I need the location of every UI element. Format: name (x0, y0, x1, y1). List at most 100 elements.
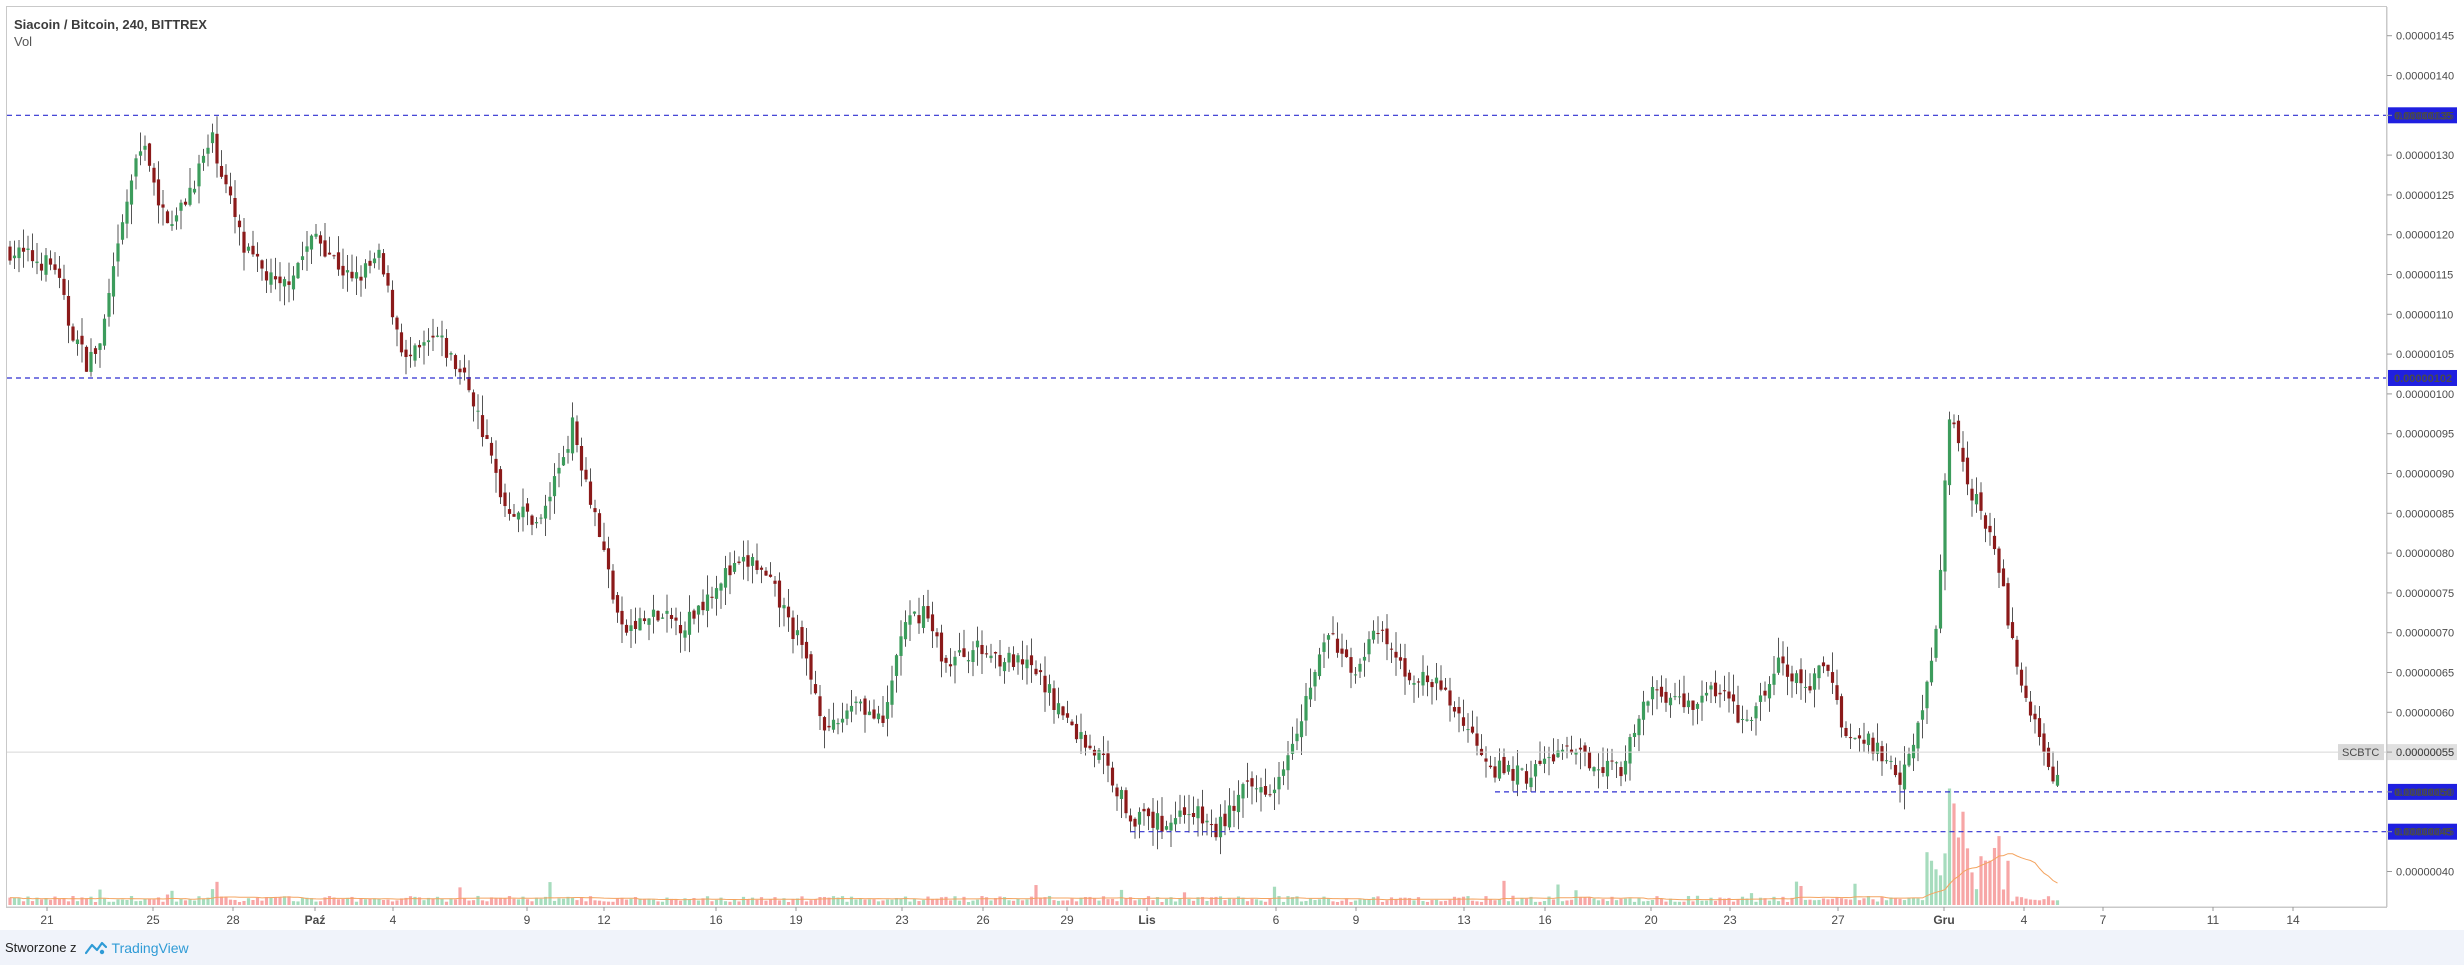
candle-body (2010, 622, 2015, 639)
volume-bar (701, 898, 705, 905)
candle-body (831, 719, 836, 730)
candle-body (390, 289, 395, 318)
candle-body (1722, 690, 1727, 692)
volume-bar (836, 897, 840, 905)
candle-body (1821, 662, 1826, 667)
volume-bar (1776, 901, 1781, 905)
candle-body (1619, 767, 1623, 777)
volume-bar (1659, 898, 1664, 905)
volume-bar (1569, 899, 1574, 905)
volume-bar (1925, 852, 1929, 905)
candle-body (444, 337, 449, 358)
volume-bar (255, 897, 260, 905)
volume-bar (651, 899, 656, 905)
candle-body (1304, 696, 1308, 721)
candle-body (1848, 737, 1853, 739)
volume-bar (44, 898, 48, 905)
volume-bar (26, 896, 30, 905)
volume-bar (1889, 897, 1893, 905)
candle-body (633, 620, 638, 629)
volume-bar (1488, 899, 1493, 905)
volume-bar (323, 897, 327, 905)
volume-bar (1065, 900, 1070, 905)
volume-bar (863, 899, 867, 905)
candle-body (1943, 480, 1947, 572)
candle-body (48, 258, 53, 265)
price-tick-label: 0.00000075 (2396, 588, 2454, 600)
candle-body (480, 415, 485, 438)
candle-body (2046, 747, 2051, 767)
candle-body (1812, 673, 1817, 690)
volume-bar (165, 894, 170, 905)
candle-body (449, 353, 453, 355)
time-tick-label: 29 (1060, 913, 1074, 927)
candle-body (849, 705, 854, 712)
candle-body (237, 220, 242, 228)
volume-bar (1232, 898, 1236, 905)
volume-bar (1178, 898, 1182, 905)
volume-bar (795, 898, 800, 905)
candle-body (575, 421, 579, 446)
candle-body (1151, 811, 1155, 828)
candle-body (1016, 655, 1020, 663)
candle-body (530, 515, 534, 525)
volume-bar (1929, 860, 1934, 905)
candle-body (426, 340, 431, 343)
volume-bar (1718, 897, 1722, 905)
candle-body (462, 367, 467, 373)
volume-bar (1812, 900, 1817, 905)
volume-bar (1160, 901, 1164, 905)
candle-body (755, 560, 759, 570)
candle-body (1182, 807, 1187, 815)
tradingview-link[interactable]: TradingView (111, 939, 189, 956)
candle-body (1178, 810, 1182, 817)
candle-body (1164, 826, 1169, 830)
tradingview-logo-icon[interactable] (84, 941, 107, 955)
candle-body (2051, 766, 2055, 782)
volume-bar (1083, 897, 1088, 905)
volume-bar (1340, 900, 1344, 905)
candle-body (251, 245, 255, 255)
volume-bar (975, 899, 980, 905)
volume-bar (1092, 898, 1097, 905)
volume-bar (989, 900, 993, 905)
candle-body (1115, 787, 1119, 797)
volume-bar (1205, 900, 1209, 905)
volume-bar (287, 896, 291, 905)
candle-body (1025, 659, 1029, 669)
volume-bar (597, 900, 602, 905)
volume-bar (1272, 886, 1277, 905)
volume-bar (309, 898, 314, 905)
volume-bar (633, 897, 638, 905)
volume-bar (1079, 897, 1083, 905)
volume-bar (291, 901, 296, 905)
candle-body (1646, 701, 1650, 706)
candle-body (1263, 786, 1268, 795)
volume-bar (1196, 897, 1200, 905)
volume-bar (1106, 899, 1110, 905)
candle-body (1754, 706, 1758, 719)
time-tick-label: Paź (305, 913, 326, 927)
time-tick-label: 19 (789, 913, 803, 927)
volume-bar (782, 898, 786, 905)
volume-bar (2006, 860, 2010, 905)
candle-body (602, 541, 606, 551)
candle-body (116, 243, 120, 262)
volume-bar (1740, 896, 1745, 905)
volume-bar (215, 881, 219, 905)
candle-body (219, 165, 224, 177)
volume-bar (1763, 898, 1767, 905)
volume-bar (1250, 898, 1254, 905)
candle-body (1434, 677, 1439, 684)
candle-body (174, 215, 179, 222)
candle-body (1169, 822, 1173, 831)
candle-body (75, 339, 80, 345)
price-tick-label: 0.00000085 (2396, 508, 2454, 520)
volume-bar (732, 898, 737, 905)
chart-legend: Siacoin / Bitcoin, 240, BITTREX Vol (14, 16, 207, 50)
volume-bar (1848, 899, 1853, 905)
candlestick-chart[interactable]: SCBTC 0.000000550.000001350.000001020.000… (0, 0, 2464, 930)
volume-bar (1070, 898, 1074, 905)
candle-body (1340, 648, 1344, 654)
candle-body (1367, 639, 1371, 655)
